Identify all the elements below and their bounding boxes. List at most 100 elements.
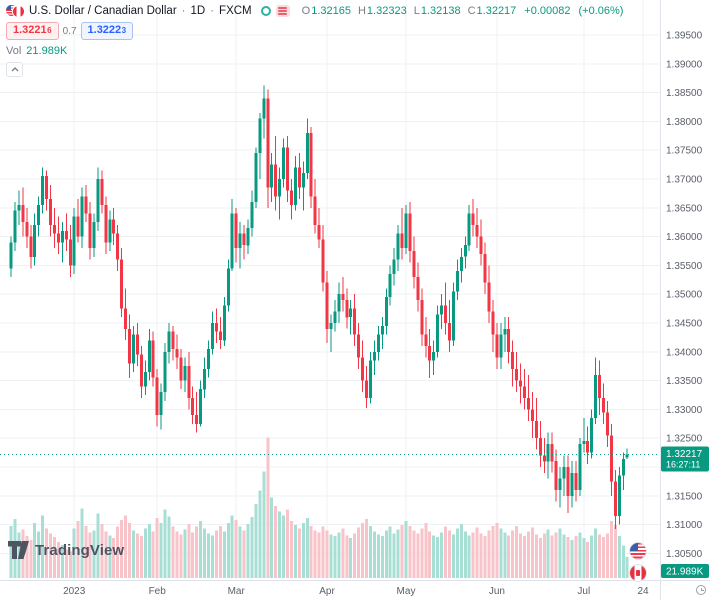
h-gridline [0, 408, 660, 410]
symbol-row: U.S. Dollar / Canadian Dollar · 1D · FXC… [6, 5, 623, 17]
volume-bar [566, 537, 570, 578]
time-axis-label[interactable]: Feb [149, 586, 167, 597]
price-axis[interactable] [661, 0, 710, 600]
price-axis-label[interactable]: 1.32500 [666, 434, 703, 445]
price-axis-label[interactable]: 1.35000 [666, 290, 703, 301]
time-axis[interactable] [0, 581, 710, 600]
price-axis-label[interactable]: 1.35500 [666, 261, 703, 272]
volume-bar [562, 534, 566, 578]
candle-body [13, 210, 17, 243]
volume-bar [41, 515, 45, 578]
candle-body [262, 98, 266, 119]
candle-body [451, 291, 455, 341]
time-axis-label[interactable]: May [397, 586, 416, 597]
price-axis-label[interactable]: 1.36000 [666, 232, 703, 243]
volume-bar [37, 531, 41, 578]
price-axis-label[interactable]: 1.39500 [666, 31, 703, 42]
volume-bar [408, 525, 412, 579]
time-axis-label[interactable]: Jul [577, 586, 590, 597]
time-axis-border [0, 580, 710, 581]
h-gridline [0, 264, 660, 266]
quote-row: 1.3221 6 0.7 1.3222 3 [6, 22, 623, 40]
sell-button[interactable]: 1.3221 6 [6, 22, 59, 40]
price-axis-label[interactable]: 1.36500 [666, 203, 703, 214]
volume-bar [289, 521, 293, 578]
price-axis-label[interactable]: 1.33000 [666, 405, 703, 416]
candle-body [234, 213, 238, 249]
candle-body [76, 216, 80, 237]
volume-bar [440, 532, 444, 578]
candle-body [511, 351, 515, 370]
time-axis-label[interactable]: Jun [489, 586, 505, 597]
candle-body [278, 179, 282, 197]
volume-bar [341, 528, 345, 578]
candle-wick [528, 374, 529, 421]
symbol-title[interactable]: U.S. Dollar / Canadian Dollar [29, 5, 177, 17]
volume-value: 21.989K [26, 45, 68, 57]
price-axis-label[interactable]: 1.34000 [666, 347, 703, 358]
pane-collapse-button[interactable] [6, 62, 23, 77]
buy-button[interactable]: 1.3222 3 [80, 22, 134, 40]
volume-bar [64, 549, 68, 578]
volume-bar [594, 528, 598, 578]
canada-flag-icon[interactable] [630, 565, 646, 581]
volume-bar [527, 531, 530, 578]
volume-bar [487, 530, 491, 578]
price-axis-label[interactable]: 1.33500 [666, 376, 703, 387]
volume-bar [534, 534, 538, 578]
price-axis-label[interactable]: 1.34500 [666, 319, 703, 330]
volume-bar [570, 540, 574, 578]
volume-bar [432, 535, 436, 579]
price-axis-label[interactable]: 1.38000 [666, 117, 703, 128]
price-axis-label[interactable]: 1.37500 [666, 146, 703, 157]
volume-bar [321, 526, 325, 578]
h-gridline [0, 92, 660, 94]
h-gridline [0, 380, 660, 382]
volume-bar [195, 526, 199, 578]
price-axis-label[interactable]: 1.37000 [666, 175, 703, 186]
candle-body [357, 334, 361, 358]
volume-bar [436, 537, 440, 578]
time-axis-label[interactable]: 2023 [63, 586, 86, 597]
candle-body [199, 389, 203, 424]
candle-body [538, 438, 542, 456]
candle-body [475, 225, 479, 237]
price-axis-label[interactable]: 1.31000 [666, 520, 703, 531]
time-axis-label[interactable]: Mar [228, 586, 246, 597]
candle-wick [61, 222, 63, 263]
price-axis-label[interactable]: 1.31500 [666, 491, 703, 502]
timeframe-label[interactable]: 1D [190, 5, 206, 17]
volume-bar [444, 526, 447, 578]
candle-body [554, 461, 558, 490]
time-axis-label[interactable]: 24 [637, 586, 649, 597]
candle-body [45, 176, 49, 200]
volume-bar [499, 528, 503, 578]
candle-body [266, 98, 270, 188]
candle-body [499, 334, 503, 358]
candle-body [479, 236, 483, 254]
data-status-icon[interactable] [260, 6, 271, 16]
volume-bar [238, 526, 242, 578]
volume-bar [380, 536, 384, 578]
menu-icon[interactable] [275, 5, 290, 17]
time-axis-label[interactable]: Apr [319, 586, 335, 597]
candle-body [396, 233, 400, 260]
tradingview-logo[interactable]: TradingView [8, 541, 124, 559]
volume-bar [155, 518, 159, 578]
exchange-label[interactable]: FXCM [219, 5, 252, 17]
volume-bar [578, 532, 582, 578]
price-axis-label[interactable]: 1.39000 [666, 59, 703, 70]
price-axis-label[interactable]: 1.30500 [666, 549, 703, 560]
price-axis-label[interactable]: 1.38500 [666, 88, 703, 99]
volume-bar [507, 535, 511, 579]
candle-body [187, 366, 191, 398]
volume-bar [463, 531, 467, 578]
separator: · [181, 5, 186, 17]
candle-body [159, 392, 163, 416]
us-flag-icon[interactable] [630, 543, 646, 559]
timezone-clock-icon[interactable] [696, 585, 706, 595]
last-price-badge-value: 1.32217 [666, 449, 703, 460]
candle-body [155, 377, 159, 416]
